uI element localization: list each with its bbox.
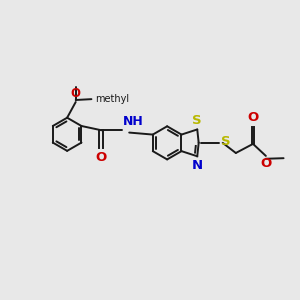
Text: S: S: [192, 114, 202, 127]
Text: N: N: [192, 159, 203, 172]
Text: O: O: [248, 111, 259, 124]
Text: S: S: [221, 135, 230, 148]
Text: O: O: [261, 157, 272, 170]
Text: O: O: [71, 87, 81, 100]
Text: O: O: [96, 152, 107, 164]
Text: methyl: methyl: [95, 94, 129, 104]
Text: NH: NH: [123, 115, 143, 128]
